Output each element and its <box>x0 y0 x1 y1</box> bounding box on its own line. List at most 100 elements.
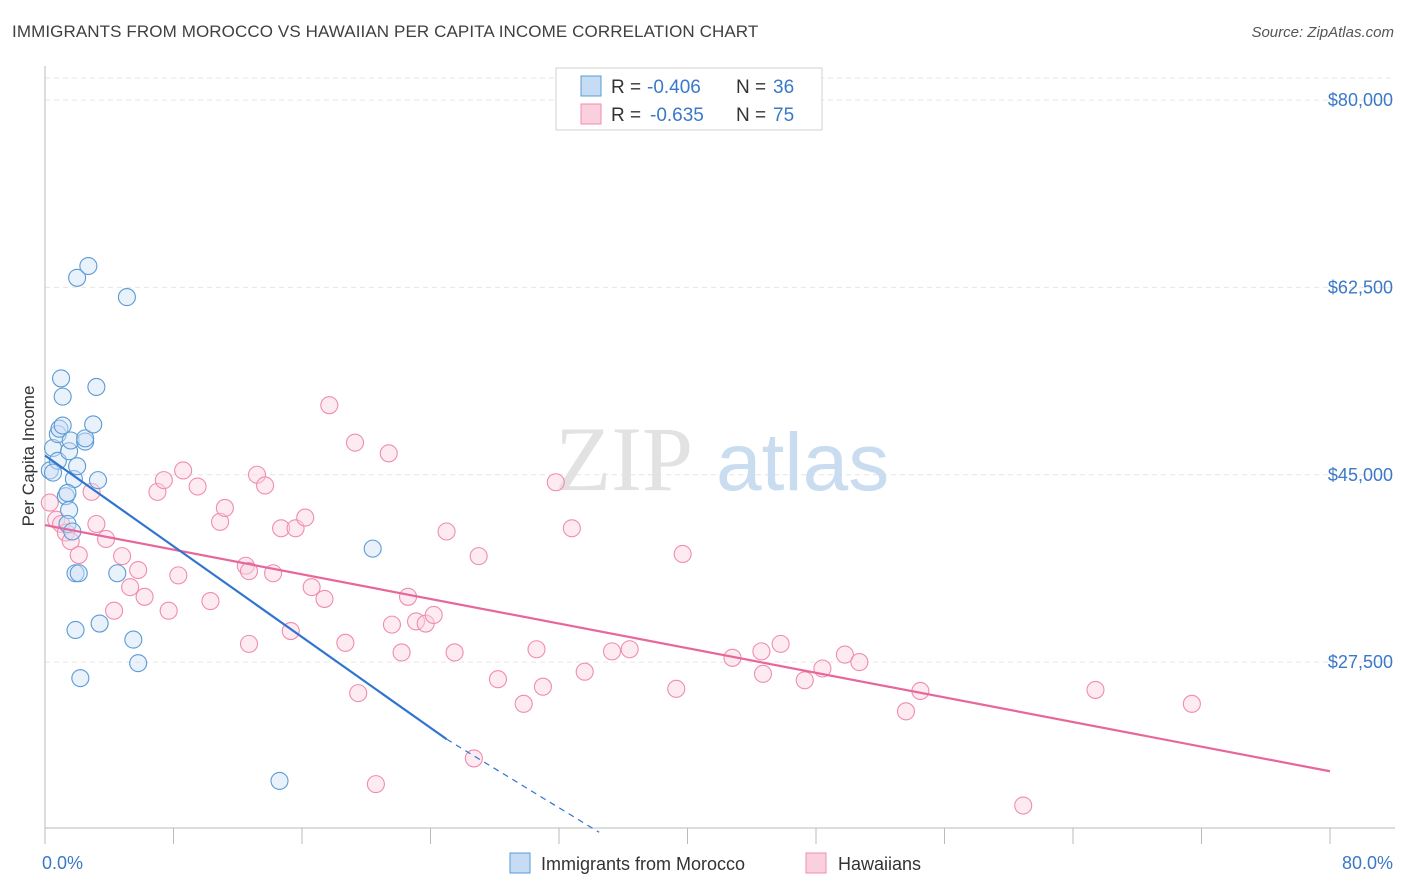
series-hawaiians <box>40 396 1201 815</box>
hawaiians-point-22 <box>215 498 234 517</box>
hawaiians-point-32 <box>296 508 315 527</box>
hawaiians-point-11 <box>121 578 140 597</box>
watermark-zip: ZIP <box>555 408 693 510</box>
trend-line-hawaiians <box>44 523 1331 773</box>
morocco-point-11 <box>61 431 80 450</box>
legend-r-value-1: -0.406 <box>647 77 701 98</box>
y-tick-labels: $27,500 $45,000 $62,500 $80,000 <box>1328 90 1393 672</box>
hawaiians-point-46 <box>424 605 443 625</box>
hawaiians-point-18 <box>174 461 193 480</box>
x-tick-label-0: 0.0% <box>42 853 83 873</box>
legend-swatch-pink <box>580 103 602 125</box>
hawaiians-point-36 <box>336 633 355 652</box>
y-tick-label-2: $62,500 <box>1328 277 1393 297</box>
morocco-point-22 <box>79 256 98 276</box>
hawaiians-point-15 <box>154 471 173 490</box>
morocco-point-27 <box>108 564 127 583</box>
legend-n-label-1: N = <box>736 77 766 98</box>
morocco-point-23 <box>84 415 103 434</box>
hawaiians-point-54 <box>533 677 552 696</box>
hawaiians-point-27 <box>256 476 275 495</box>
morocco-point-28 <box>117 288 136 307</box>
hawaiians-point-29 <box>272 519 291 538</box>
hawaiians-point-19 <box>188 477 207 496</box>
hawaiians-point-14 <box>148 482 167 501</box>
hawaiians-point-74 <box>1182 694 1201 713</box>
hawaiians-point-48 <box>437 522 456 541</box>
hawaiians-point-5 <box>69 545 88 565</box>
hawaiians-point-60 <box>667 679 686 698</box>
hawaiians-point-6 <box>82 482 101 501</box>
hawaiians-point-21 <box>211 512 230 531</box>
hawaiians-point-37 <box>345 433 365 452</box>
bottom-legend-swatch-blue <box>509 852 531 874</box>
trend-line-morocco <box>44 454 448 741</box>
hawaiians-point-51 <box>488 670 508 689</box>
bottom-legend-swatch-pink <box>805 852 827 874</box>
morocco-point-6 <box>52 369 71 388</box>
hawaiians-point-68 <box>835 645 854 664</box>
hawaiians-point-25 <box>239 634 259 653</box>
hawaiians-point-63 <box>752 642 771 661</box>
morocco-point-32 <box>43 463 63 482</box>
bottom-legend-label-morocco: Immigrants from Morocco <box>541 854 745 874</box>
hawaiians-point-73 <box>1086 680 1105 699</box>
hawaiians-point-52 <box>514 694 533 713</box>
hawaiians-point-53 <box>527 640 546 659</box>
hawaiians-point-65 <box>771 634 790 653</box>
y-tick-label-0: $27,500 <box>1328 652 1393 672</box>
morocco-point-5 <box>53 416 72 435</box>
morocco-point-26 <box>90 614 109 633</box>
hawaiians-point-72 <box>1014 796 1033 815</box>
bottom-legend: Immigrants from Morocco Hawaiians <box>509 852 921 874</box>
hawaiians-point-17 <box>169 566 188 585</box>
chart-title: IMMIGRANTS FROM MOROCCO VS HAWAIIAN PER … <box>12 22 759 41</box>
morocco-point-4 <box>50 419 69 438</box>
morocco-point-24 <box>87 377 106 397</box>
morocco-point-35 <box>58 483 77 503</box>
hawaiians-point-57 <box>575 662 594 681</box>
morocco-point-34 <box>363 539 382 558</box>
hawaiians-point-56 <box>562 519 581 538</box>
hawaiians-point-64 <box>753 664 773 683</box>
hawaiians-point-55 <box>546 473 565 492</box>
morocco-point-30 <box>129 654 148 673</box>
morocco-point-29 <box>124 630 143 649</box>
bottom-legend-label-hawaiians: Hawaiians <box>838 854 921 874</box>
hawaiians-point-20 <box>201 592 220 611</box>
series-morocco <box>40 256 382 790</box>
hawaiians-point-39 <box>366 775 385 794</box>
x-tick-label-1: 80.0% <box>1342 853 1393 873</box>
legend-r-value-2: -0.635 <box>650 105 704 126</box>
legend-r-label-2: R = <box>611 105 641 126</box>
morocco-point-8 <box>56 487 75 506</box>
hawaiians-point-61 <box>673 544 692 564</box>
y-tick-label-1: $45,000 <box>1328 465 1393 485</box>
hawaiians-point-50 <box>464 749 483 768</box>
hawaiians-point-70 <box>896 702 916 721</box>
morocco-point-31 <box>66 620 85 640</box>
hawaiians-point-7 <box>87 514 106 534</box>
hawaiians-point-69 <box>850 653 869 672</box>
hawaiians-point-12 <box>129 560 148 580</box>
morocco-point-16 <box>68 457 87 476</box>
hawaiians-point-10 <box>113 547 132 566</box>
hawaiians-point-9 <box>105 601 124 620</box>
morocco-point-7 <box>53 387 72 406</box>
trend-lines <box>44 454 1331 833</box>
hawaiians-point-49 <box>469 547 488 566</box>
morocco-point-25 <box>88 471 108 490</box>
source-label: Source: ZipAtlas.com <box>1251 24 1394 41</box>
watermark-atlas: atlas <box>716 417 889 508</box>
legend: R = -0.406 N = 36 R = -0.635 N = 75 <box>555 67 823 131</box>
hawaiians-point-24 <box>239 562 259 581</box>
y-axis-title: Per Capita Income <box>19 386 38 527</box>
hawaiians-point-35 <box>320 396 339 415</box>
morocco-point-33 <box>270 771 289 790</box>
hawaiians-point-58 <box>602 642 622 661</box>
hawaiians-point-0 <box>40 493 59 512</box>
hawaiians-point-66 <box>795 671 814 690</box>
legend-n-value-2: 75 <box>773 105 794 126</box>
hawaiians-point-13 <box>135 587 154 606</box>
